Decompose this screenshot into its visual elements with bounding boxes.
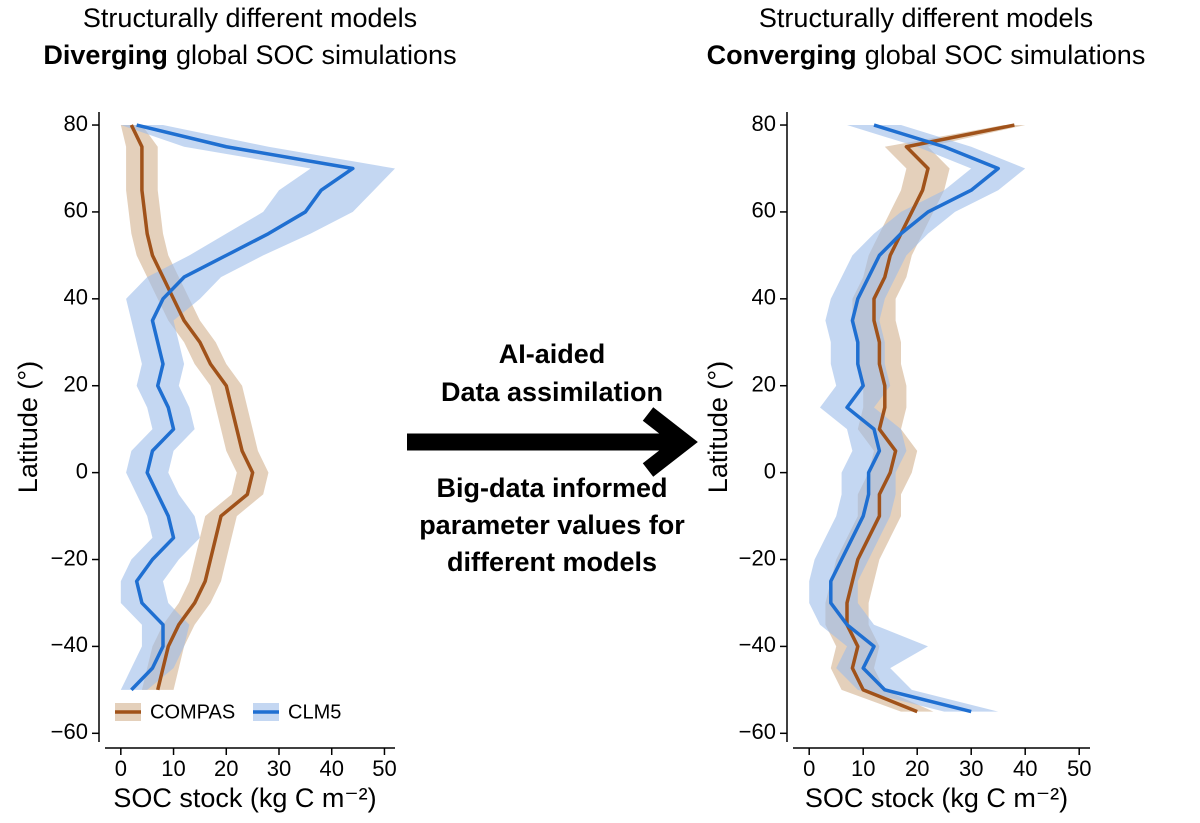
uncertainty-band — [120, 125, 396, 690]
y-axis-label: Latitude (°) — [13, 361, 43, 493]
arrow-text: Big-data informed — [436, 473, 667, 503]
uncertainty-band — [809, 125, 1026, 712]
chart-subtitle: Diverging global SOC simulations — [43, 40, 456, 70]
arrow-text: Data assimilation — [441, 377, 663, 407]
y-tick-label: 80 — [752, 111, 776, 136]
x-tick-label: 30 — [959, 756, 983, 781]
y-tick-label: 20 — [64, 372, 88, 397]
y-axis-label: Latitude (°) — [703, 361, 733, 493]
x-tick-label: 40 — [319, 756, 343, 781]
x-tick-label: 50 — [1067, 756, 1091, 781]
y-tick-label: 0 — [76, 458, 88, 483]
y-tick-label: −20 — [51, 545, 88, 570]
subtitle-rest: global SOC simulations — [865, 40, 1146, 70]
y-tick-label: 20 — [752, 372, 776, 397]
chart-title: Structurally different models — [83, 3, 417, 33]
x-tick-label: 10 — [851, 756, 875, 781]
x-tick-label: 20 — [905, 756, 929, 781]
y-tick-label: −40 — [51, 632, 88, 657]
series-line — [129, 124, 255, 691]
chart-title: Structurally different models — [759, 3, 1093, 33]
y-tick-label: −60 — [51, 719, 88, 744]
subtitle-bold: Diverging — [43, 40, 168, 70]
chart-subtitle: Converging global SOC simulations — [707, 40, 1146, 70]
arrow-head — [642, 407, 698, 477]
arrow-text: AI-aided — [499, 339, 606, 369]
x-axis-label: SOC stock (kg C m⁻²) — [805, 783, 1068, 813]
arrow-text: different models — [447, 547, 657, 577]
subtitle-rest: global SOC simulations — [176, 40, 457, 70]
legend-label: CLM5 — [288, 701, 341, 723]
y-tick-label: −20 — [739, 545, 776, 570]
y-tick-label: −60 — [739, 719, 776, 744]
x-tick-label: 50 — [372, 756, 396, 781]
subtitle-bold: Converging — [707, 40, 857, 70]
x-tick-label: 40 — [1013, 756, 1037, 781]
y-tick-label: 60 — [64, 198, 88, 223]
y-tick-label: −40 — [739, 632, 776, 657]
x-tick-label: 0 — [115, 756, 127, 781]
arrow-text: parameter values for — [419, 510, 685, 540]
y-tick-label: 80 — [64, 111, 88, 136]
legend-label: COMPAS — [150, 701, 235, 723]
x-tick-label: 10 — [161, 756, 185, 781]
x-axis-label: SOC stock (kg C m⁻²) — [113, 783, 376, 813]
y-tick-label: 0 — [764, 458, 776, 483]
x-tick-label: 30 — [267, 756, 291, 781]
series-line — [845, 123, 1015, 714]
series-line — [829, 123, 1000, 714]
x-tick-label: 20 — [214, 756, 238, 781]
y-tick-label: 40 — [752, 285, 776, 310]
series-line — [130, 123, 355, 692]
x-tick-label: 0 — [803, 756, 815, 781]
y-tick-label: 40 — [64, 285, 88, 310]
y-tick-label: 60 — [752, 198, 776, 223]
